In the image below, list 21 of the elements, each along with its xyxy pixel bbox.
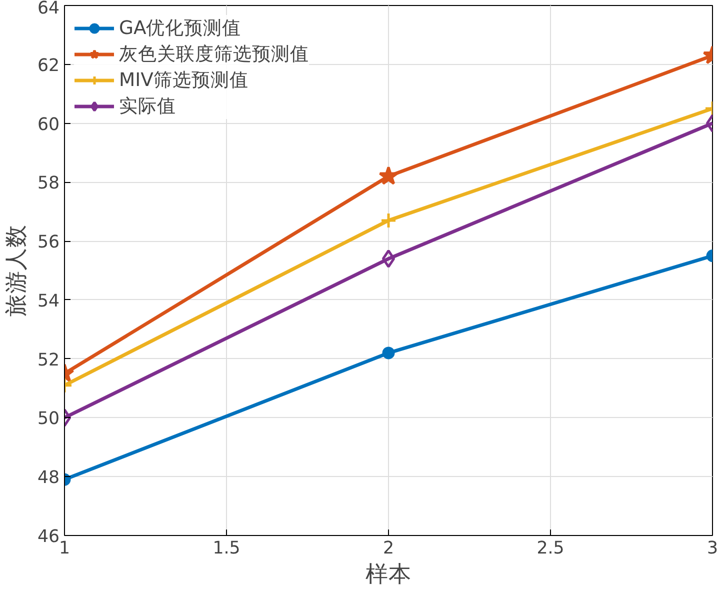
y-axis-title: 旅游人数 xyxy=(3,224,30,316)
y-tick-label: 54 xyxy=(37,291,60,312)
legend-label: MIV筛选预测值 xyxy=(119,69,248,93)
y-tick-label: 58 xyxy=(37,174,60,194)
legend-label: 实际值 xyxy=(119,95,176,119)
x-tick-label: 1 xyxy=(58,538,70,558)
y-tick-label: 56 xyxy=(37,232,60,253)
legend-label: 灰色关联度筛选预测值 xyxy=(119,43,309,67)
x-tick-label: 3 xyxy=(706,538,718,558)
y-tick-label: 48 xyxy=(37,468,60,488)
y-tick-label: 60 xyxy=(37,114,60,135)
x-tick-label: 2 xyxy=(382,538,394,558)
y-tick-label: 46 xyxy=(37,527,60,547)
y-tick-label: 62 xyxy=(37,56,60,76)
y-tick-label: 64 xyxy=(37,0,60,18)
x-axis-title: 样本 xyxy=(366,562,412,588)
y-tick-label: 52 xyxy=(37,350,60,370)
x-tick-label: 2.5 xyxy=(536,538,564,558)
y-tick-label: 50 xyxy=(37,409,60,430)
x-tick-label: 1.5 xyxy=(212,538,240,558)
legend-label: GA优化预测值 xyxy=(119,17,242,41)
